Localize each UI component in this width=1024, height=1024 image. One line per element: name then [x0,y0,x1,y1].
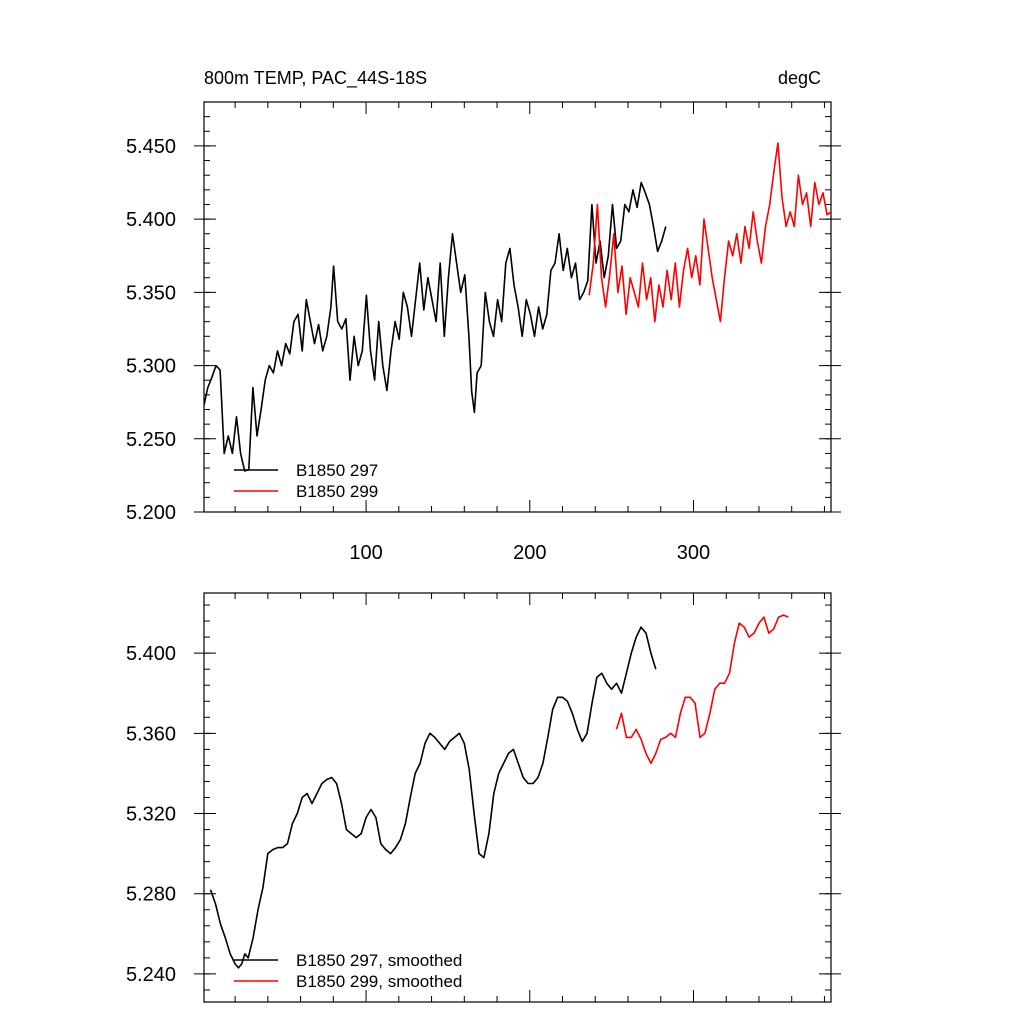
series-line-1 [204,181,667,472]
top-legend: B1850 297 B1850 299 [234,461,378,501]
y-tick-label: 5.360 [126,723,176,745]
bottom-series-lines [209,614,789,969]
units-label: degC [778,68,821,88]
x-tick-label: 300 [677,542,710,564]
y-tick-label: 5.200 [126,502,176,524]
x-tick-label: 200 [513,542,546,564]
series-line-1 [209,626,657,969]
y-tick-label: 5.400 [126,643,176,665]
y-tick-label: 5.350 [126,282,176,304]
top-series-lines [204,142,831,472]
top-axis-ticks: 100 200 300 5.200 5.250 5.300 5.350 5.400 5.450 [126,101,841,564]
y-tick-label: 5.300 [126,356,176,378]
series-line-2 [615,614,789,765]
y-tick-label: 5.400 [126,209,176,231]
legend-label: B1850 297 [296,461,378,480]
y-tick-label: 5.250 [126,429,176,451]
chart-title: 800m TEMP, PAC_44S-18S [204,68,427,89]
y-tick-label: 5.280 [126,884,176,906]
y-tick-label: 5.240 [126,964,176,986]
legend-label: B1850 297, smoothed [296,951,462,970]
series-line-2 [588,142,831,323]
x-tick-label: 100 [349,542,382,564]
bottom-axis-ticks: 5.240 5.280 5.320 5.360 5.400 [126,593,841,1002]
y-tick-label: 5.320 [126,804,176,826]
bottom-panel: 5.240 5.280 5.320 5.360 5.400 B1850 297, smo… [126,592,841,1003]
top-panel: 800m TEMP, PAC_44S-18S degC 100 200 300 5.2… [126,68,841,564]
legend-label: B1850 299 [296,482,378,501]
bottom-plot-frame [203,592,832,1003]
y-tick-label: 5.450 [126,136,176,158]
bottom-legend: B1850 297, smoothed B1850 299, smoothed [234,951,462,991]
legend-label: B1850 299, smoothed [296,972,462,991]
